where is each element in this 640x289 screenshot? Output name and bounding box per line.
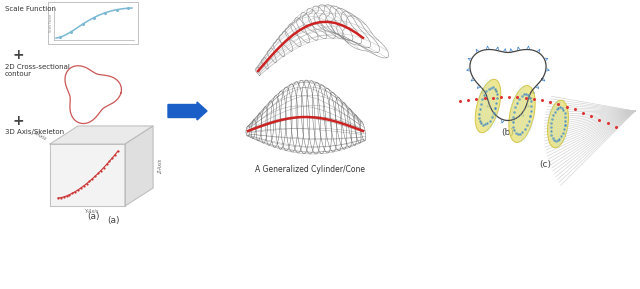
Bar: [48, 2, 138, 44]
Polygon shape: [50, 144, 125, 206]
Text: (c): (c): [539, 160, 551, 168]
Text: X-Axis: X-Axis: [32, 129, 47, 141]
Text: Scale Factor: Scale Factor: [49, 14, 53, 32]
Ellipse shape: [548, 100, 568, 148]
Text: 2D Cross-sectional
contour: 2D Cross-sectional contour: [5, 64, 70, 77]
Text: +: +: [12, 48, 24, 62]
Text: (b): (b): [502, 128, 515, 137]
Text: Z-Axis: Z-Axis: [158, 158, 163, 173]
Polygon shape: [125, 126, 153, 206]
Text: (a): (a): [107, 216, 119, 225]
Text: (a): (a): [87, 212, 99, 221]
Text: +: +: [12, 114, 24, 128]
FancyArrow shape: [168, 102, 207, 120]
Text: A Generalized Cylinder/Cone: A Generalized Cylinder/Cone: [255, 164, 365, 173]
Text: Y-Axis: Y-Axis: [85, 209, 99, 214]
Text: 3D Axis/Skeleton: 3D Axis/Skeleton: [5, 129, 64, 135]
Text: Scale Function: Scale Function: [5, 6, 56, 12]
Ellipse shape: [509, 86, 535, 142]
Polygon shape: [50, 126, 153, 144]
Ellipse shape: [476, 79, 500, 133]
